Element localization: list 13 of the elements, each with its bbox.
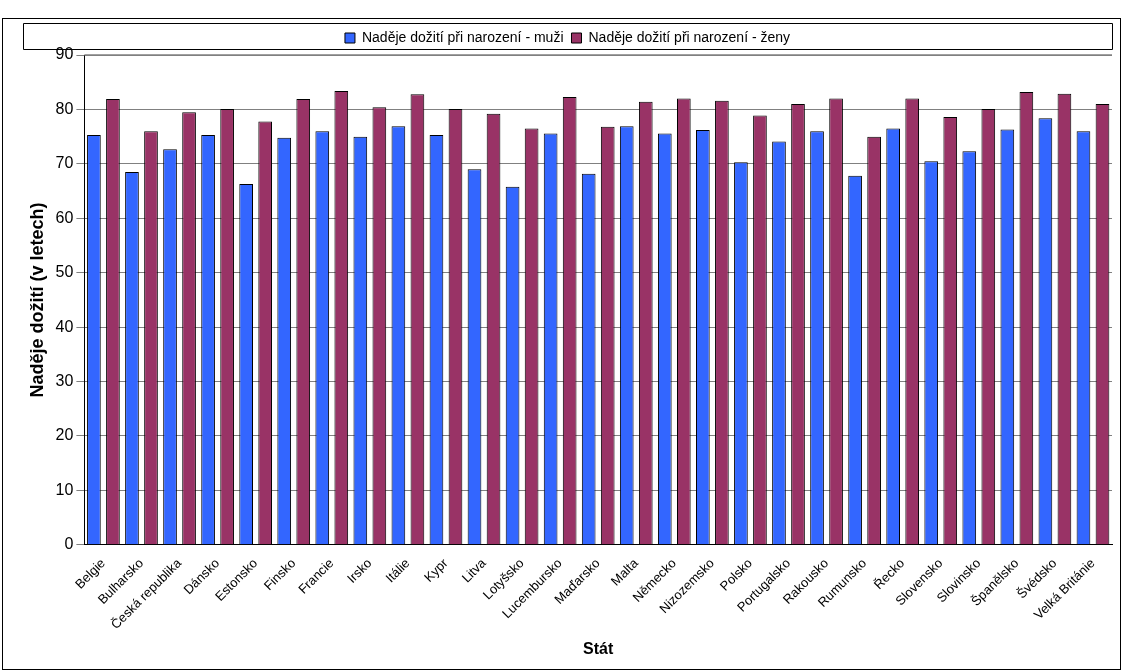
- y-tick-label: 80: [55, 99, 74, 117]
- y-tick-label: 60: [55, 208, 74, 226]
- y-tick-label: 50: [55, 263, 74, 281]
- x-axis-title: Stát: [583, 639, 614, 657]
- y-tick-label: 30: [55, 371, 74, 389]
- y-tick-label: 20: [55, 426, 74, 444]
- y-tick-label: 0: [64, 535, 74, 553]
- y-tick-label: 70: [55, 154, 74, 172]
- y-tick-label: 10: [55, 480, 74, 498]
- legend-label: Naděje dožití při narození - muži: [361, 28, 564, 45]
- y-tick-label: 40: [55, 317, 74, 335]
- y-axis-title: Naděje dožití (v letech): [26, 202, 47, 398]
- legend-label: Naděje dožití při narození - ženy: [588, 28, 791, 45]
